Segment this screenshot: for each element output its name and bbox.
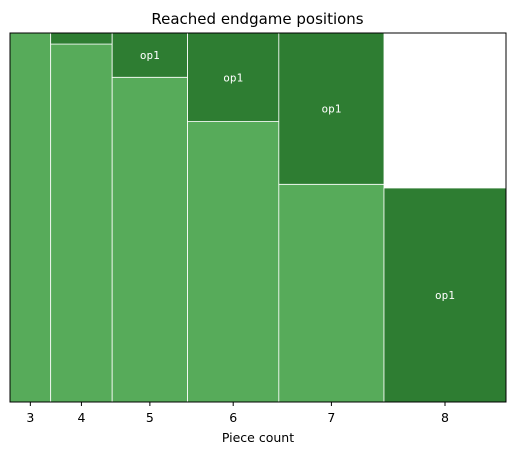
segment-label-7: op1 (321, 103, 341, 116)
plot-area: op1 op1 op1 op1 (9, 32, 507, 403)
x-tick-label-4: 4 (77, 410, 85, 425)
mosaic-tile-5-base (111, 76, 188, 403)
mosaic-tile-4-op1 (50, 32, 113, 45)
mosaic-tile-8-op1 (383, 187, 507, 403)
x-axis-label: Piece count (222, 430, 294, 445)
segment-label-5: op1 (140, 49, 160, 62)
x-tick-label-8: 8 (441, 410, 449, 425)
mosaic-tile-3-base (9, 32, 52, 403)
mosaic-tile-4-base (50, 43, 113, 403)
x-tick-label-6: 6 (229, 410, 237, 425)
segment-label-6: op1 (223, 71, 243, 84)
x-axis: 3 4 5 6 7 8 (26, 402, 449, 425)
segment-label-8: op1 (435, 289, 455, 302)
mosaic-tile-6-op1 (187, 32, 280, 122)
x-tick-label-7: 7 (327, 410, 335, 425)
x-tick-label-5: 5 (146, 410, 154, 425)
mosaic-tile-6-base (187, 121, 280, 403)
mosaic-tile-5-op1 (111, 32, 188, 78)
x-tick-label-3: 3 (26, 410, 34, 425)
mosaic-tile-7-base (278, 183, 385, 403)
plot-frame (9, 32, 507, 403)
chart-title: Reached endgame positions (151, 10, 363, 28)
